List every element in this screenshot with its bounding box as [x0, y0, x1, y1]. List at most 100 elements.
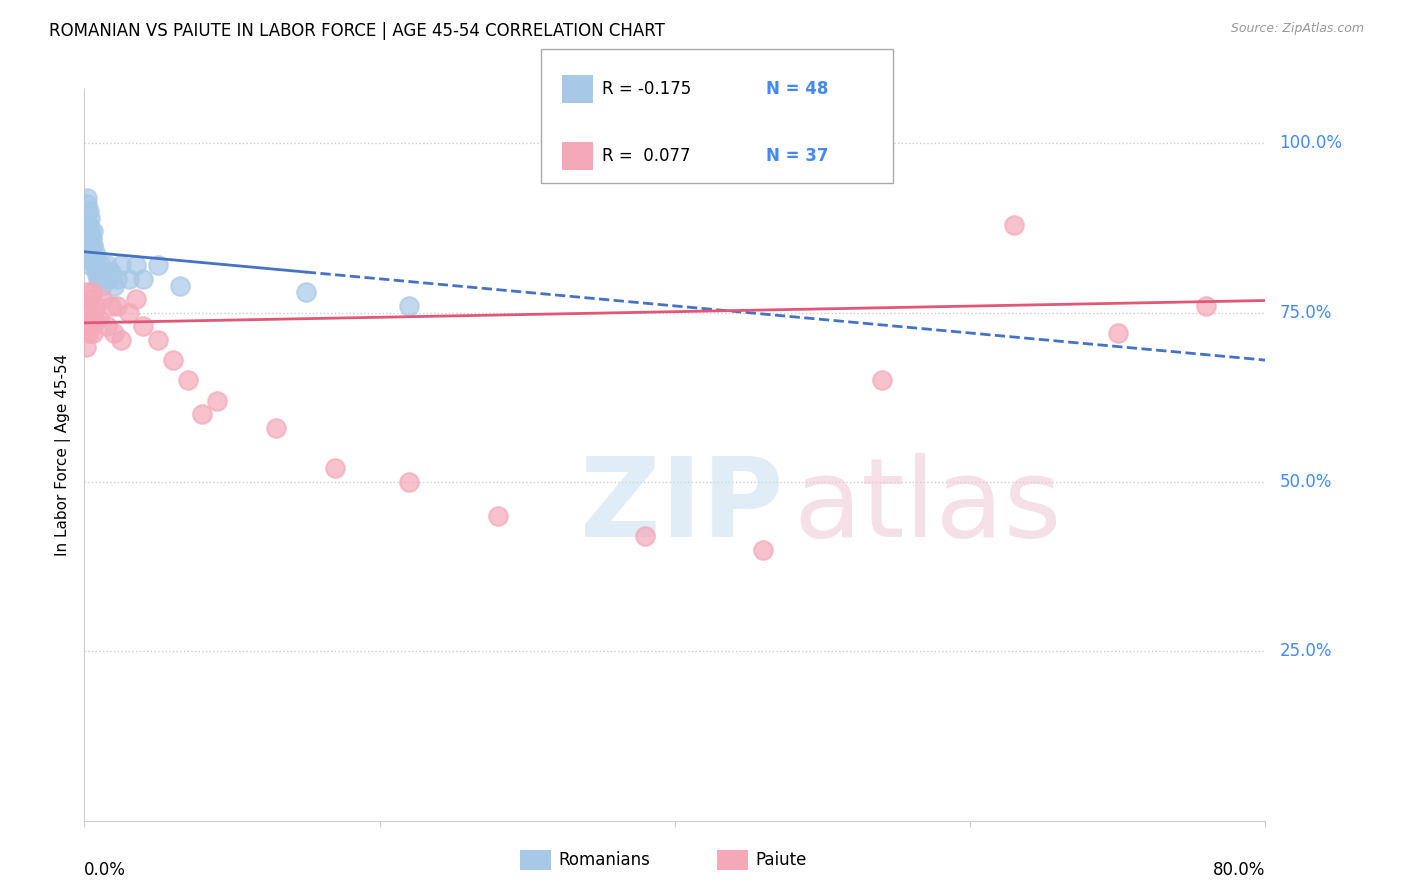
- Point: [103, 278, 125, 293]
- Point: [75, 231, 97, 245]
- Text: Romanians: Romanians: [558, 851, 650, 869]
- Text: 0.0%: 0.0%: [84, 861, 127, 879]
- Point: [76, 285, 98, 300]
- Point: [105, 299, 128, 313]
- Text: ZIP: ZIP: [581, 452, 783, 559]
- Point: [169, 278, 191, 293]
- Point: [76, 244, 98, 259]
- Text: ROMANIAN VS PAIUTE IN LABOR FORCE | AGE 45-54 CORRELATION CHART: ROMANIAN VS PAIUTE IN LABOR FORCE | AGE …: [49, 22, 665, 40]
- Point: [75, 218, 97, 232]
- Point: [79, 292, 101, 306]
- Point: [79, 231, 101, 245]
- Point: [162, 353, 184, 368]
- Point: [75, 244, 97, 259]
- Point: [105, 272, 128, 286]
- Point: [191, 407, 214, 421]
- Point: [77, 238, 100, 252]
- Point: [76, 306, 98, 320]
- Point: [264, 421, 288, 435]
- Point: [76, 204, 98, 219]
- Y-axis label: In Labor Force | Age 45-54: In Labor Force | Age 45-54: [55, 354, 72, 556]
- Point: [82, 224, 104, 238]
- Point: [1195, 299, 1218, 313]
- Point: [76, 238, 98, 252]
- Point: [79, 244, 101, 259]
- Point: [295, 285, 318, 300]
- Point: [87, 312, 111, 326]
- Point: [83, 312, 105, 326]
- Point: [634, 529, 657, 543]
- Point: [96, 258, 118, 272]
- Text: 80.0%: 80.0%: [1213, 861, 1265, 879]
- Point: [84, 252, 107, 266]
- Text: atlas: atlas: [793, 452, 1062, 559]
- Point: [87, 272, 111, 286]
- Point: [870, 373, 893, 387]
- Point: [80, 238, 103, 252]
- Point: [148, 258, 170, 272]
- Point: [125, 258, 148, 272]
- Point: [82, 252, 104, 266]
- Point: [86, 272, 108, 286]
- Point: [79, 319, 101, 334]
- Text: R = -0.175: R = -0.175: [602, 80, 690, 98]
- Point: [93, 265, 115, 279]
- Point: [76, 197, 98, 211]
- Point: [118, 306, 141, 320]
- Point: [100, 299, 122, 313]
- Text: Paiute: Paiute: [755, 851, 807, 869]
- Text: N = 48: N = 48: [766, 80, 828, 98]
- Point: [323, 461, 347, 475]
- Point: [110, 333, 132, 347]
- Point: [75, 340, 97, 354]
- Point: [83, 258, 105, 272]
- Text: R =  0.077: R = 0.077: [602, 147, 690, 165]
- Point: [96, 319, 118, 334]
- Point: [398, 475, 420, 489]
- Point: [76, 224, 98, 238]
- Point: [91, 292, 114, 306]
- Point: [90, 258, 112, 272]
- Point: [84, 299, 107, 313]
- Point: [77, 224, 100, 238]
- Point: [79, 258, 101, 272]
- Point: [1107, 326, 1129, 340]
- Point: [486, 508, 509, 523]
- Point: [77, 252, 100, 266]
- Point: [80, 252, 103, 266]
- Point: [84, 265, 107, 279]
- Point: [110, 258, 132, 272]
- Text: N = 37: N = 37: [766, 147, 828, 165]
- Point: [132, 319, 155, 334]
- Point: [83, 244, 105, 259]
- Text: 50.0%: 50.0%: [1279, 473, 1331, 491]
- Point: [103, 326, 125, 340]
- Point: [752, 542, 775, 557]
- Point: [148, 333, 170, 347]
- Point: [80, 231, 103, 245]
- Text: Source: ZipAtlas.com: Source: ZipAtlas.com: [1230, 22, 1364, 36]
- Point: [82, 238, 104, 252]
- Text: 75.0%: 75.0%: [1279, 303, 1331, 322]
- Point: [177, 373, 200, 387]
- Point: [80, 312, 103, 326]
- Point: [77, 299, 100, 313]
- Point: [76, 218, 98, 232]
- Point: [97, 272, 120, 286]
- Point: [205, 393, 228, 408]
- Point: [76, 190, 98, 204]
- Point: [132, 272, 155, 286]
- Point: [118, 272, 141, 286]
- Point: [77, 326, 100, 340]
- Point: [100, 265, 122, 279]
- Point: [79, 224, 101, 238]
- Point: [79, 211, 101, 225]
- Point: [1004, 218, 1026, 232]
- Point: [80, 285, 103, 300]
- Point: [77, 218, 100, 232]
- Point: [91, 278, 114, 293]
- Point: [77, 204, 100, 219]
- Text: 25.0%: 25.0%: [1279, 642, 1331, 660]
- Point: [398, 299, 420, 313]
- Point: [125, 292, 148, 306]
